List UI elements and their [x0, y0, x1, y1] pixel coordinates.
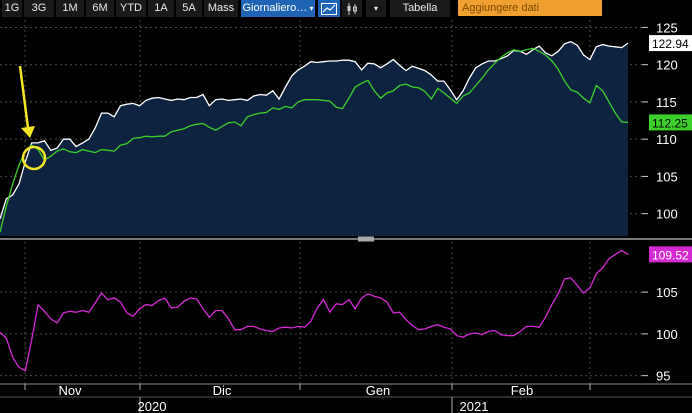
- period-select[interactable]: Giornaliero… ▾: [241, 0, 315, 17]
- period-select-label: Giornaliero: [242, 2, 297, 14]
- white-last-value-box: [649, 35, 692, 52]
- month-label: Gen: [366, 383, 391, 398]
- green-series-line: [0, 47, 629, 233]
- y-tick-label: 100: [656, 207, 678, 222]
- y-tick-label: 100: [656, 327, 678, 342]
- magenta-last-value-label: 109.52: [652, 248, 689, 262]
- white-last-value-label: 122.94: [652, 37, 689, 51]
- upper-area-fill: [0, 41, 628, 236]
- chart-canvas: 100 105 110 115 120 125 95 100 105 Nov Dic Gen Feb…: [0, 20, 692, 413]
- dropdown-arrow-icon: ▾: [373, 4, 378, 13]
- upper-series-group: [0, 40, 629, 233]
- month-label: Nov: [58, 383, 82, 398]
- annotation-circle: [21, 145, 47, 171]
- magenta-series-line: [0, 249, 629, 372]
- line-chart-button[interactable]: [318, 0, 340, 17]
- y-tick-label: 110: [656, 132, 677, 147]
- last-value-labels: 122.94 112.25 109.52: [649, 35, 692, 263]
- annotation-group: [18, 65, 47, 171]
- green-last-value-box: [649, 114, 692, 131]
- magenta-last-value-box: [649, 246, 692, 263]
- table-button[interactable]: Tabella: [390, 0, 450, 17]
- year-label: 2021: [460, 399, 489, 413]
- y-tick-label: 95: [656, 369, 670, 384]
- y-tick-label: 105: [656, 169, 678, 184]
- add-data-input[interactable]: Aggiungere dati: [458, 0, 602, 16]
- candlestick-icon: [347, 3, 357, 15]
- green-last-value-label: 112.25: [652, 116, 688, 130]
- y-tick-label: 115: [656, 95, 677, 110]
- chart-toolbar: 1G 3G 1M 6M YTD 1A 5A Mass Giornaliero… …: [0, 0, 692, 18]
- range-3g-button[interactable]: 3G: [24, 0, 54, 17]
- range-ytd-button[interactable]: YTD: [116, 0, 146, 17]
- candlestick-button[interactable]: [342, 0, 362, 17]
- lower-y-axis: 95 100 105: [642, 285, 678, 384]
- panel-divider[interactable]: [0, 236, 692, 242]
- chevron-down-icon: ▾: [307, 4, 314, 13]
- lower-gridlines: [0, 242, 642, 384]
- upper-y-axis: 100 105 110 115 120 125: [642, 20, 678, 222]
- x-axis: Nov Dic Gen Feb 2020 2021: [0, 383, 692, 413]
- y-tick-label: 120: [656, 58, 678, 73]
- lower-series-group: [0, 249, 629, 372]
- month-label: Dic: [213, 383, 232, 398]
- white-series-line: [0, 40, 629, 220]
- range-1a-button[interactable]: 1A: [148, 0, 174, 17]
- month-label: Feb: [511, 383, 533, 398]
- annotation-arrowhead: [21, 126, 35, 138]
- panel-resize-handle: [358, 236, 374, 242]
- range-max-button[interactable]: Mass: [204, 0, 238, 17]
- range-5a-button[interactable]: 5A: [176, 0, 202, 17]
- y-tick-label: 105: [656, 285, 678, 300]
- range-1m-button[interactable]: 1M: [56, 0, 84, 17]
- annotation-arrow-shaft: [18, 65, 30, 129]
- range-1g-button[interactable]: 1G: [2, 0, 22, 17]
- year-label: 2020: [138, 399, 167, 413]
- line-chart-icon: [321, 3, 337, 15]
- y-tick-label: 125: [656, 20, 678, 35]
- more-dropdown-button[interactable]: ▾: [366, 0, 386, 17]
- range-6m-button[interactable]: 6M: [86, 0, 114, 17]
